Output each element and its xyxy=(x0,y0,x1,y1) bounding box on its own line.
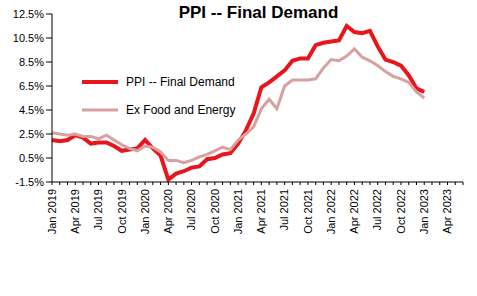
svg-text:Jul 2022: Jul 2022 xyxy=(372,189,384,231)
svg-text:Oct 2020: Oct 2020 xyxy=(209,189,221,234)
svg-text:Jul 2019: Jul 2019 xyxy=(92,189,104,231)
svg-text:Jan 2021: Jan 2021 xyxy=(232,189,244,234)
svg-text:Jan 2019: Jan 2019 xyxy=(46,189,58,234)
svg-text:Oct 2021: Oct 2021 xyxy=(302,189,314,234)
svg-text:Jul 2021: Jul 2021 xyxy=(278,189,290,231)
html-text:PPI -- Final Demand: PPI -- Final Demand xyxy=(178,3,339,22)
svg-text:8.5%: 8.5% xyxy=(19,56,44,68)
svg-text:Apr 2021: Apr 2021 xyxy=(255,189,267,234)
svg-text:6.5%: 6.5% xyxy=(19,80,44,92)
svg-text:0.5%: 0.5% xyxy=(19,152,44,164)
svg-text:-1.5%: -1.5% xyxy=(15,176,44,188)
svg-text:12.5%: 12.5% xyxy=(13,8,44,20)
svg-text:Jan 2022: Jan 2022 xyxy=(325,189,337,234)
svg-text:4.5%: 4.5% xyxy=(19,104,44,116)
svg-text:Oct 2022: Oct 2022 xyxy=(395,189,407,234)
svg-text:Apr 2023: Apr 2023 xyxy=(441,189,453,234)
svg-text:Jan 2020: Jan 2020 xyxy=(139,189,151,234)
svg-text:Oct 2019: Oct 2019 xyxy=(116,189,128,234)
svg-text:Apr 2020: Apr 2020 xyxy=(162,189,174,234)
html-text:PPI -- Final Demand: PPI -- Final Demand xyxy=(126,75,235,89)
svg-text:Apr 2019: Apr 2019 xyxy=(69,189,81,234)
svg-text:Jul 2020: Jul 2020 xyxy=(185,189,197,231)
svg-text:2.5%: 2.5% xyxy=(19,128,44,140)
svg-text:Jan 2023: Jan 2023 xyxy=(418,189,430,234)
svg-text:10.5%: 10.5% xyxy=(13,32,44,44)
svg-text:Apr 2022: Apr 2022 xyxy=(348,189,360,234)
html-text:Ex Food and Energy: Ex Food and Energy xyxy=(126,103,236,117)
